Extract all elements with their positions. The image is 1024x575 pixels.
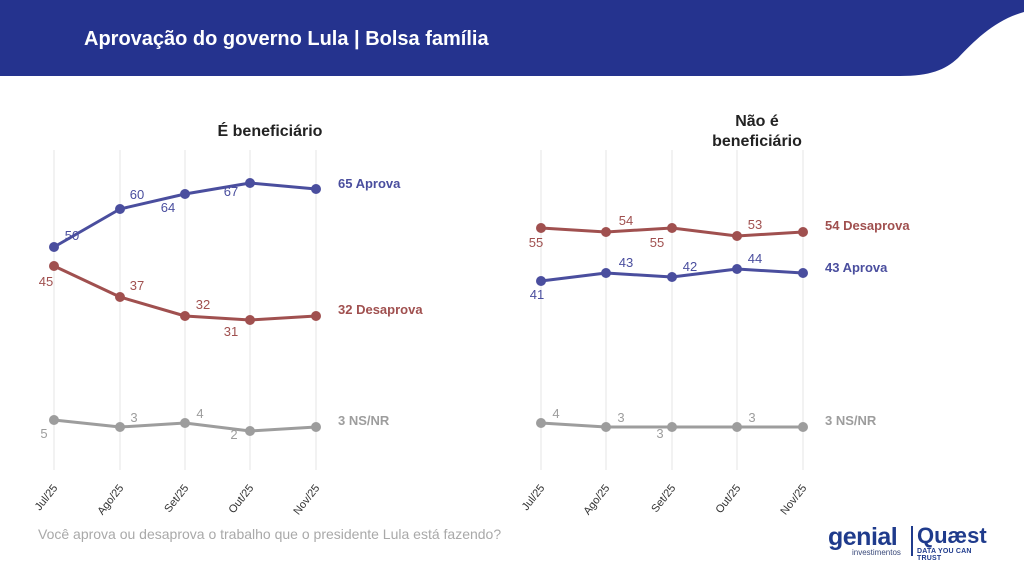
data-point [732,231,742,241]
data-label: 3 [748,410,755,425]
data-label: 41 [530,287,544,302]
header-banner [0,0,1024,76]
data-point [732,422,742,432]
page-title: Aprovação do governo Lula | Bolsa famíli… [84,28,489,50]
data-point [245,426,255,436]
survey-question: Você aprova ou desaprova o trabalho que … [38,526,502,542]
data-label: 3 [617,410,624,425]
data-point [732,264,742,274]
x-tick-label: Ago/25 [581,482,612,517]
data-point [798,422,808,432]
data-label: 64 [161,200,175,215]
data-label: 4 [552,406,559,421]
data-point [667,422,677,432]
series-end-label: 54 Desaprova [825,218,910,233]
x-tick-label: Nov/25 [778,482,809,517]
data-point [667,272,677,282]
series-end-label: 32 Desaprova [338,302,423,317]
data-label: 42 [683,259,697,274]
data-point [798,268,808,278]
data-label: 44 [748,251,762,266]
x-tick-label: Jul/25 [33,482,61,513]
data-label: 53 [748,217,762,232]
chart-title-left: É beneficiário [217,123,323,140]
x-tick-label: Set/25 [162,482,191,514]
data-label: 32 [196,297,210,312]
data-label: 55 [529,235,543,250]
data-point [49,261,59,271]
data-label: 5 [40,426,47,441]
data-point [115,422,125,432]
genial-logo: genial investimentos [828,523,901,557]
x-tick-label: Out/25 [714,482,744,515]
data-label: 31 [224,324,238,339]
data-label: 67 [224,184,238,199]
data-point [667,223,677,233]
data-point [180,311,190,321]
data-label: 60 [130,187,144,202]
data-label: 4 [196,406,203,421]
data-point [115,204,125,214]
data-point [536,418,546,428]
data-point [115,292,125,302]
data-label: 37 [130,278,144,293]
data-label: 54 [619,213,633,228]
data-point [180,189,190,199]
x-tick-label: Ago/25 [95,482,126,517]
data-label: 43 [619,255,633,270]
series-end-label: 3 NS/NR [338,413,390,428]
data-point [311,311,321,321]
logo-divider [911,526,913,556]
data-point [180,418,190,428]
data-point [536,223,546,233]
x-tick-label: Jul/25 [520,482,548,513]
data-point [245,315,255,325]
data-label: 55 [650,235,664,250]
chart-title-right: Não é beneficiário [712,113,802,150]
data-point [49,242,59,252]
data-label: 50 [65,228,79,243]
x-tick-label: Out/25 [227,482,257,515]
data-point [536,276,546,286]
data-point [601,422,611,432]
series-end-label: 3 NS/NR [825,413,877,428]
data-point [245,178,255,188]
data-point [798,227,808,237]
quaest-logo: Quæst DATA YOU CAN TRUST [917,523,987,563]
data-point [601,227,611,237]
data-label: 45 [39,274,53,289]
data-point [311,422,321,432]
x-tick-label: Set/25 [649,482,678,514]
data-label: 3 [130,410,137,425]
series-end-label: 43 Aprova [825,260,888,275]
data-point [311,184,321,194]
x-tick-label: Nov/25 [291,482,322,517]
data-point [49,415,59,425]
data-label: 3 [656,426,663,441]
data-label: 2 [230,427,237,442]
data-point [601,268,611,278]
series-end-label: 65 Aprova [338,176,401,191]
